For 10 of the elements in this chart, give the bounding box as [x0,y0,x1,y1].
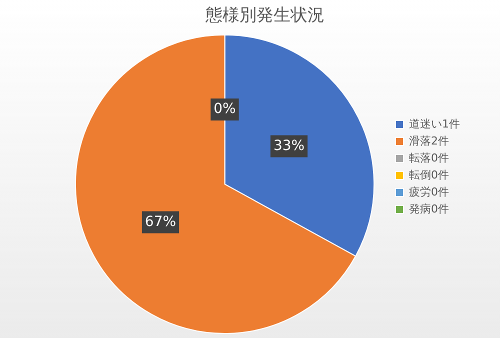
legend-label: 滑落2件 [409,134,449,148]
legend-label: 発病0件 [409,202,449,216]
text: 0% [214,101,236,118]
chart-title: 態様別発生状況 [204,6,324,26]
data-label: 67% [144,214,176,230]
legend-label: 転倒0件 [409,168,449,182]
legend-label: 疲労0件 [409,185,449,198]
legend-label: 転落0件 [409,151,449,164]
legend-label: 道迷い1件 [409,117,460,130]
data-label: 33% [273,138,305,154]
